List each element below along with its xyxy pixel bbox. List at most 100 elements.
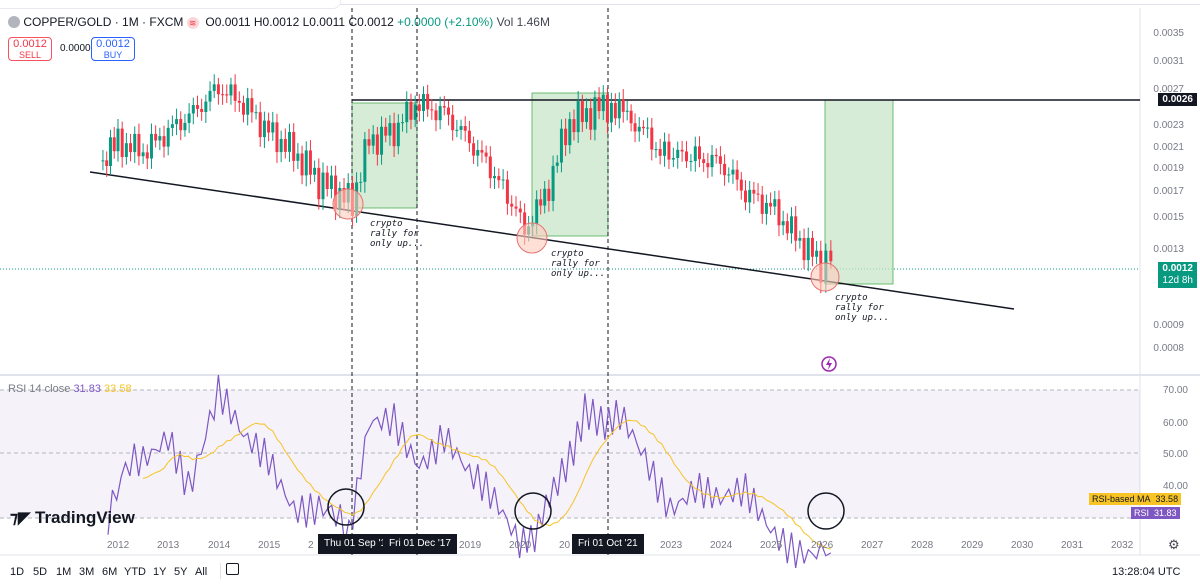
- candle-body: [426, 93, 430, 110]
- candle-body: [585, 108, 589, 123]
- candle-body: [710, 154, 714, 168]
- candle-body: [112, 137, 116, 152]
- candle-body: [609, 102, 613, 123]
- candle-body: [204, 101, 208, 113]
- candle-body: [359, 181, 363, 183]
- candle-body: [621, 99, 625, 112]
- buy-price: 0.0012: [96, 38, 130, 50]
- time-tick: 2023: [660, 540, 683, 551]
- candle-body: [472, 143, 476, 156]
- annotation-2026[interactable]: crypto rally for only up...: [835, 293, 890, 323]
- rsi-legend[interactable]: RSI 14 close 31.83 33.58: [8, 383, 132, 395]
- candle-body: [133, 133, 137, 153]
- tradingview-logo[interactable]: ⁊◤ TradingView: [10, 508, 135, 528]
- candle-body: [216, 84, 220, 95]
- range-3m[interactable]: 3M: [79, 566, 95, 578]
- buy-button[interactable]: 0.0012 BUY: [91, 37, 135, 61]
- sell-button[interactable]: 0.0012 SELL: [8, 37, 52, 61]
- time-marker-2017[interactable]: Fri 01 Dec '17: [383, 534, 457, 554]
- candle-body: [535, 199, 539, 224]
- level-price-label: 0.0026: [1158, 93, 1197, 106]
- range-1d[interactable]: 1D: [10, 566, 25, 578]
- sell-label: SELL: [18, 50, 42, 60]
- time-tick: 2029: [961, 540, 984, 551]
- annotation-2016[interactable]: crypto rally for only up...: [370, 219, 425, 249]
- range-5y[interactable]: 5Y: [174, 566, 188, 578]
- symbol-legend[interactable]: COPPER/GOLD · 1M · FXCM ≋ O0.0011 H0.001…: [8, 15, 550, 29]
- go-to-date-icon[interactable]: [226, 563, 239, 575]
- candle-body: [170, 124, 174, 128]
- candle-body: [392, 123, 396, 147]
- candle-body: [667, 141, 671, 160]
- tradingview-logo-text: TradingView: [35, 508, 135, 527]
- time-tick: 2026: [811, 540, 834, 551]
- price-tick: 0.0027: [1153, 84, 1184, 95]
- settings-gear-icon[interactable]: ⚙: [1168, 537, 1180, 552]
- low-circle-2020: [516, 222, 548, 254]
- candle-body: [409, 101, 413, 120]
- candle-body: [689, 161, 693, 163]
- candle-body: [375, 134, 379, 155]
- time-marker-2021[interactable]: Fri 01 Oct '21: [572, 534, 644, 554]
- candle-body: [325, 172, 329, 189]
- candle-body: [501, 179, 505, 181]
- candle-body: [405, 101, 409, 123]
- low-circle-2026: [810, 262, 840, 292]
- candle-body: [641, 126, 645, 129]
- candle-body: [493, 176, 496, 179]
- candle-body: [321, 172, 325, 200]
- candle-body: [781, 221, 785, 226]
- candle-body: [179, 119, 183, 131]
- candle-body: [777, 199, 781, 226]
- rsi-axis-60: 60.00: [1162, 418, 1188, 429]
- range-all[interactable]: All: [195, 566, 208, 578]
- rsi-axis-70: 70.00: [1162, 385, 1188, 396]
- candle-body: [646, 127, 650, 129]
- candle-body: [543, 188, 547, 206]
- top-toolbar-edge: [0, 0, 1200, 5]
- candle-body: [141, 152, 145, 157]
- range-ytd[interactable]: YTD: [124, 566, 146, 578]
- annotation-2020[interactable]: crypto rally for only up...: [551, 249, 606, 279]
- range-1y[interactable]: 1Y: [153, 566, 167, 578]
- candle-body: [105, 160, 109, 166]
- candle-body: [154, 133, 158, 141]
- candle-body: [275, 122, 279, 153]
- candle-body: [613, 102, 617, 119]
- candle-body: [633, 123, 637, 132]
- exchange-icon: ≋: [186, 17, 199, 29]
- range-5d[interactable]: 5D: [33, 566, 48, 578]
- buy-label: BUY: [103, 50, 123, 60]
- candle-body: [258, 112, 262, 138]
- current-price-label: 0.0012 12d 8h: [1158, 262, 1197, 288]
- candle-body: [617, 99, 621, 119]
- time-tick: 2014: [208, 540, 231, 551]
- candle-body: [455, 129, 459, 131]
- bar-countdown: 12d 8h: [1162, 275, 1193, 286]
- price-tick: 0.0021: [1153, 142, 1184, 153]
- rsi-circle-2016: [327, 488, 365, 526]
- time-marker-2016[interactable]: Thu 01 Sep '16: [318, 534, 398, 554]
- rsi-badge-value: 31.83: [1154, 508, 1177, 518]
- range-1m[interactable]: 1M: [56, 566, 72, 578]
- rsi-legend-ma: 33.58: [104, 383, 132, 395]
- time-tick-partial: 2: [308, 540, 314, 551]
- candle-body: [283, 138, 287, 152]
- candle-body: [597, 97, 601, 112]
- candle-body: [523, 212, 527, 235]
- candle-body: [702, 159, 706, 164]
- candle-body: [559, 128, 563, 163]
- candle-body: [225, 94, 229, 96]
- candle-body: [723, 163, 727, 176]
- symbol-logo-icon: [8, 16, 20, 28]
- candle-body: [802, 238, 806, 261]
- range-6m[interactable]: 6M: [102, 566, 118, 578]
- candle-body: [246, 98, 250, 115]
- ohlc-change: +0.0000 (+2.10%): [397, 15, 494, 29]
- symbol-name[interactable]: COPPER/GOLD · 1M · FXCM: [23, 15, 184, 29]
- candle-body: [785, 221, 789, 234]
- candle-body: [162, 136, 166, 147]
- candle-body: [663, 141, 667, 156]
- candle-body: [748, 189, 752, 203]
